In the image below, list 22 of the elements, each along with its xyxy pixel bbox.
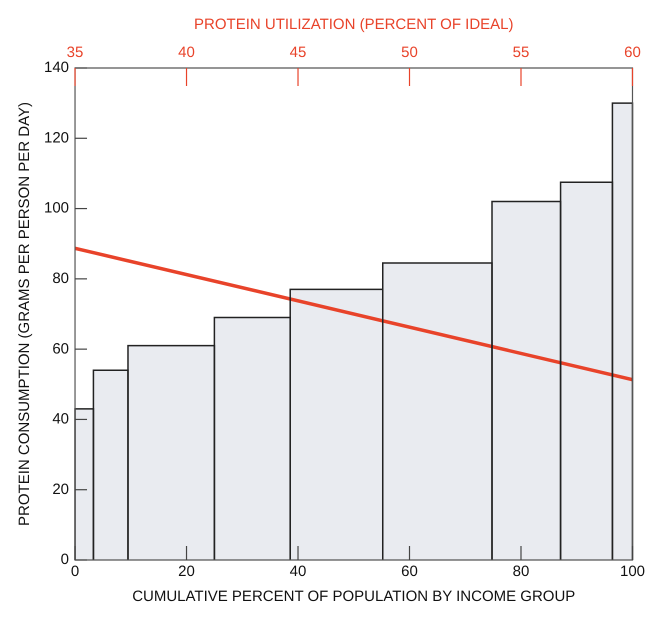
x2-tick-label: 35 <box>66 44 84 62</box>
y-tick-label: 140 <box>44 59 70 76</box>
x-tick-label: 60 <box>401 563 418 580</box>
y-tick-label: 40 <box>52 410 70 428</box>
y-tick-label: 80 <box>52 270 70 287</box>
y-axis-title: PROTEIN CONSUMPTION (GRAMS PER PERSON PER DAY) <box>16 102 34 526</box>
x2-tick-label: 60 <box>624 44 641 62</box>
y-tick-label: 100 <box>44 200 70 217</box>
x2-tick-label: 40 <box>178 44 195 62</box>
y-tick-label: 0 <box>60 551 70 568</box>
y-tick-label: 60 <box>52 340 70 358</box>
x2-tick-label: 45 <box>290 44 306 62</box>
x-axis-title: CUMULATIVE PERCENT OF POPULATION BY INCOME GROUP <box>132 588 576 606</box>
y-tick-label: 120 <box>44 129 70 146</box>
x2-tick-label: 55 <box>512 44 530 62</box>
x-tick-label: 100 <box>620 563 645 580</box>
y-tick-label: 20 <box>52 480 70 498</box>
x-tick-label: 80 <box>512 563 530 580</box>
x2-tick-label: 50 <box>401 44 418 62</box>
x-tick-label: 40 <box>290 563 306 580</box>
x2-axis-title: PROTEIN UTILIZATION (PERCENT OF IDEAL) <box>194 16 514 34</box>
x-tick-label: 20 <box>178 563 195 580</box>
